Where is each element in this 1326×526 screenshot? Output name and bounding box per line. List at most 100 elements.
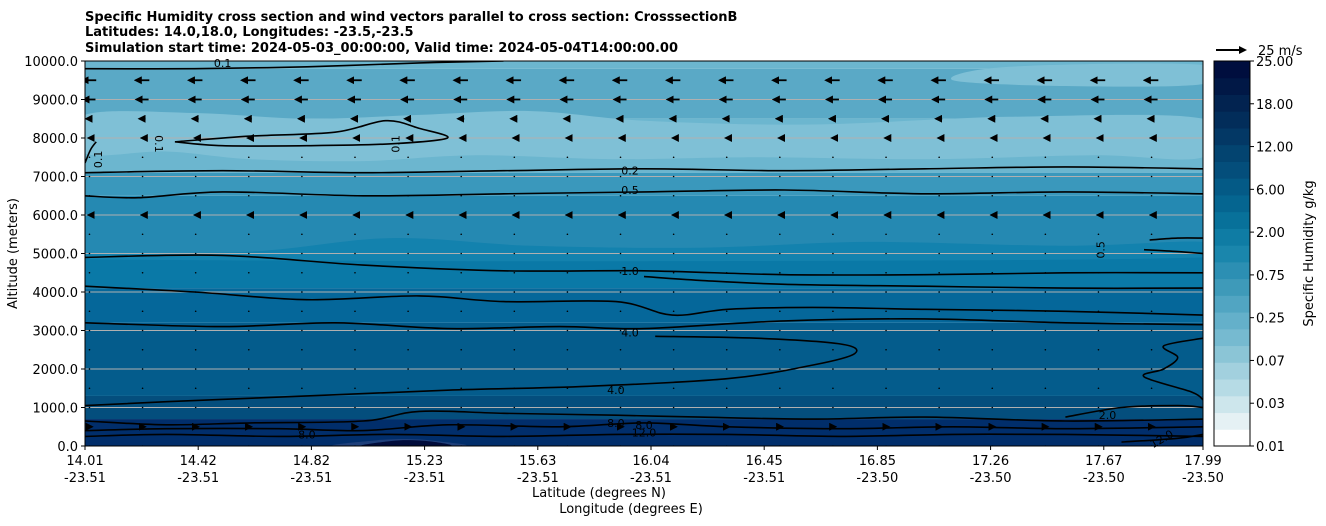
wind-vector [566, 271, 569, 274]
wind-vector [460, 310, 463, 313]
colorbar-tick-label: 12.00 [1256, 141, 1293, 156]
wind-vector [672, 387, 675, 390]
wind-vector [619, 329, 622, 332]
wind-vector [301, 252, 303, 255]
wind-vector [566, 329, 569, 332]
wind-vector [1097, 291, 1100, 293]
contour-line-4.0 [85, 335, 858, 407]
wind-vector [247, 387, 250, 390]
wind-vector [88, 233, 91, 236]
wind-vector [885, 406, 887, 409]
wind-vector [247, 406, 250, 409]
wind-vector [832, 387, 834, 390]
wind-vector [672, 271, 675, 274]
wind-vector [619, 194, 622, 197]
wind-vector [1150, 271, 1153, 274]
wind-vector [301, 329, 303, 332]
colorbar-segment [1214, 429, 1250, 447]
wind-vector [725, 368, 728, 370]
x-tick-label-lat: 16.45 [746, 454, 783, 469]
wind-vector [938, 387, 940, 390]
x-tick-label-lat: 16.04 [632, 454, 669, 469]
wind-vector [194, 387, 197, 390]
x-tick-label-lon: -23.50 [970, 471, 1012, 486]
wind-vector [779, 387, 781, 390]
wind-vector [1150, 194, 1153, 197]
wind-vector [407, 291, 409, 293]
wind-vector [1097, 194, 1100, 197]
x-tick-label-lat: 15.23 [406, 454, 443, 469]
colorbar: 0.01 0.03 0.07 0.25 0.75 2.00 6.00 12.00 18.00 25… [1213, 55, 1293, 455]
wind-vector [725, 194, 728, 197]
wind-vector [194, 329, 197, 332]
wind-vector [88, 156, 91, 159]
wind-vector [725, 156, 728, 159]
wind-vector [1044, 348, 1047, 351]
plot-area [85, 61, 1203, 446]
wind-vector [88, 387, 91, 390]
contour-label: 8.0 [607, 417, 625, 430]
contour-line-12.0 [1121, 433, 1203, 443]
x-tick-label-lon: -23.51 [177, 471, 219, 486]
wind-vector [832, 291, 834, 293]
wind-vector [779, 233, 781, 236]
contour-label: 0.5 [1095, 241, 1108, 258]
wind-vector [619, 252, 622, 255]
contour-label: 0.5 [621, 184, 639, 197]
wind-vector [938, 156, 940, 159]
wind-key-label: 25 m/s [1258, 44, 1303, 59]
x-tick-label-lon: -23.50 [856, 471, 898, 486]
wind-vector [1150, 310, 1153, 313]
wind-vector [1097, 310, 1100, 313]
contour-line-1.0 [643, 275, 1203, 290]
wind-vector [1097, 252, 1100, 255]
y-tick-label: 10000.0 [24, 55, 78, 70]
wind-vector [247, 156, 250, 159]
wind-vector [1044, 406, 1047, 409]
x-axis-label-longitude: Longitude (degrees E) [559, 502, 703, 517]
wind-vector [354, 233, 356, 236]
wind-vector [672, 368, 675, 370]
wind-vector [407, 406, 409, 409]
x-tick-label-lat: 14.01 [66, 454, 103, 469]
wind-vector [725, 406, 728, 409]
wind-vector [1097, 271, 1100, 274]
wind-vector [725, 291, 728, 293]
wind-vector [566, 368, 569, 370]
contour-label: 4.0 [621, 326, 639, 339]
y-tick-label: 2000.0 [33, 363, 79, 378]
wind-vector [991, 368, 994, 370]
wind-vector [354, 406, 356, 409]
humidity-band [85, 61, 1203, 69]
colorbar-segment [1214, 228, 1250, 246]
y-tick-label: 4000.0 [33, 286, 79, 301]
humidity-patch [85, 110, 1203, 162]
wind-vector [1150, 368, 1153, 370]
humidity-band [85, 172, 1203, 196]
wind-vector [566, 233, 569, 236]
wind-vector [141, 271, 144, 274]
wind-vector [1097, 387, 1100, 390]
wind-vector [832, 368, 834, 370]
wind-vector [354, 310, 356, 313]
contour-label: 1.0 [621, 265, 639, 278]
wind-vector [88, 291, 91, 293]
wind-vector [672, 252, 675, 255]
wind-vector [460, 156, 463, 159]
wind-vector [194, 194, 197, 197]
wind-vector [247, 233, 250, 236]
wind-vector [141, 310, 144, 313]
wind-vector [779, 348, 781, 351]
wind-vector [991, 387, 994, 390]
wind-vector [513, 156, 516, 159]
wind-vector [672, 291, 675, 293]
wind-vector [725, 329, 728, 332]
wind-vector [566, 310, 569, 313]
wind-vector [1150, 329, 1153, 332]
wind-vector [141, 348, 144, 351]
colorbar-segment [1214, 127, 1250, 146]
wind-vector [513, 194, 516, 197]
contour-label: 12.0 [632, 427, 657, 440]
wind-vector [513, 348, 516, 351]
contour-line-8.0 [85, 422, 1203, 432]
